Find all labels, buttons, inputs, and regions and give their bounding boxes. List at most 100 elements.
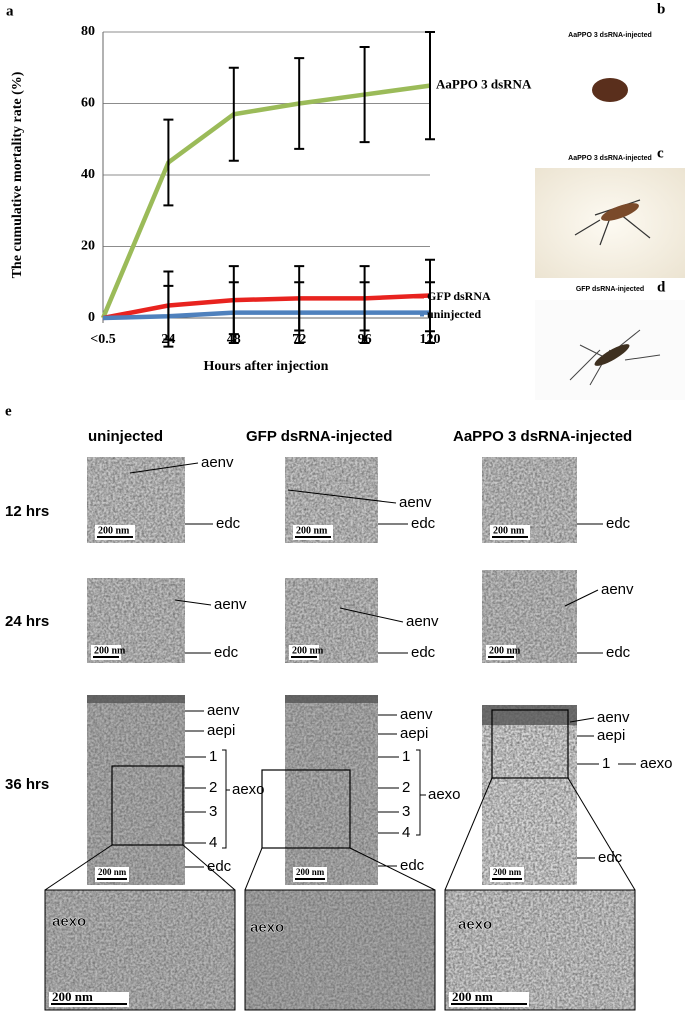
brace <box>222 749 230 849</box>
annotation: aenv <box>400 706 433 723</box>
label-aexo: aexo <box>250 919 284 936</box>
error-bar <box>294 57 305 150</box>
series-label: uninjected <box>427 307 481 321</box>
inset-box <box>261 769 351 849</box>
annotation: 2 <box>402 779 410 796</box>
scale-label: 200 nm <box>296 867 325 877</box>
y-tick-label: 60 <box>81 96 95 111</box>
error-bar <box>163 118 174 207</box>
column-header: GFP dsRNA-injected <box>246 428 392 445</box>
panel-caption: AaPPO 3 dsRNA-injected <box>568 155 652 162</box>
y-tick-label: 0 <box>88 310 95 325</box>
panel-letter: d <box>657 279 666 295</box>
scale-label: 200 nm <box>296 525 328 536</box>
annotation: edc <box>411 644 436 661</box>
membrane <box>482 705 577 725</box>
scale-label: 200 nm <box>98 525 130 536</box>
annotation: edc <box>207 858 232 875</box>
zoom-line <box>349 847 436 891</box>
panel-caption: AaPPO 3 dsRNA-injected <box>568 32 652 39</box>
leader-line <box>569 717 595 723</box>
error-bar <box>425 281 435 345</box>
annotation: 4 <box>209 834 217 851</box>
annotation: aenv <box>207 702 240 719</box>
scale-label: 200 nm <box>493 867 522 877</box>
leader-line <box>174 599 212 606</box>
scale-label: 200 nm <box>489 645 521 656</box>
annotation: aenv <box>597 709 630 726</box>
row-label: 12 hrs <box>5 503 49 520</box>
micrograph-texture <box>285 695 378 885</box>
leader-line <box>129 462 199 474</box>
mosquito <box>592 78 628 102</box>
error-bar <box>228 66 239 162</box>
annotation: aepi <box>597 727 625 744</box>
annotation: 4 <box>402 824 410 841</box>
annotation: aexo <box>428 786 461 803</box>
error-bar <box>359 46 370 144</box>
annotation: 2 <box>209 779 217 796</box>
series-line <box>100 83 431 319</box>
mosquito <box>601 203 639 221</box>
column-header: uninjected <box>88 428 163 445</box>
annotation: 3 <box>402 803 410 820</box>
row-label: 24 hrs <box>5 613 49 630</box>
row-label: 36 hrs <box>5 776 49 793</box>
scale-label: 200 nm <box>452 989 493 1004</box>
mosquito <box>594 344 630 366</box>
y-tick-label: 40 <box>81 167 95 182</box>
error-bar <box>228 281 239 345</box>
series-label: AaPPO 3 dsRNA <box>436 77 532 92</box>
annotation: aenv <box>399 494 432 511</box>
inset-box <box>491 709 569 779</box>
series-line <box>102 293 431 321</box>
annotation: edc <box>400 857 425 874</box>
mosquito <box>569 329 661 386</box>
leader-line <box>287 489 397 504</box>
zoom-frame <box>44 889 236 1011</box>
scale-label: 200 nm <box>493 525 525 536</box>
brace <box>416 749 426 836</box>
annotation: 1 <box>402 748 410 765</box>
error-bar <box>425 31 435 141</box>
micrograph-texture <box>45 890 235 1010</box>
label-aexo: aexo <box>458 916 492 933</box>
error-bar <box>359 281 370 345</box>
membrane <box>87 695 185 703</box>
annotation: 1 <box>209 748 217 765</box>
zoom-frame <box>244 889 436 1011</box>
annotation: aenv <box>201 454 234 471</box>
inset-box <box>111 765 184 846</box>
annotation: aenv <box>601 581 634 598</box>
column-header: AaPPO 3 dsRNA-injected <box>453 428 632 445</box>
scale-label: 200 nm <box>94 645 126 656</box>
membrane <box>285 695 378 703</box>
panel-letter: a <box>6 3 14 19</box>
zoom-line <box>444 777 493 891</box>
annotation: edc <box>411 515 436 532</box>
scale-label: 200 nm <box>98 867 127 877</box>
x-axis-title: Hours after injection <box>204 359 329 374</box>
scale-label: 200 nm <box>292 645 324 656</box>
annotation: edc <box>598 849 623 866</box>
annotation: aexo <box>640 755 673 772</box>
zoom-line <box>567 777 636 891</box>
leader-line <box>339 607 404 623</box>
annotation: 1 <box>602 755 610 772</box>
panel-letter: e <box>5 403 12 419</box>
error-bar <box>294 281 305 345</box>
series-line <box>102 310 430 321</box>
micrograph-texture <box>445 890 635 1010</box>
zoom-line <box>182 844 236 891</box>
annotation: 3 <box>209 803 217 820</box>
annotation: edc <box>606 515 631 532</box>
label-aexo: aexo <box>52 913 86 930</box>
annotation: edc <box>214 644 239 661</box>
annotation: aenv <box>214 596 247 613</box>
zoom-frame <box>444 889 636 1011</box>
photo-c <box>535 168 685 278</box>
x-tick-label: <0.5 <box>90 332 115 347</box>
scale-label: 200 nm <box>52 989 93 1004</box>
annotation: aepi <box>207 722 235 739</box>
